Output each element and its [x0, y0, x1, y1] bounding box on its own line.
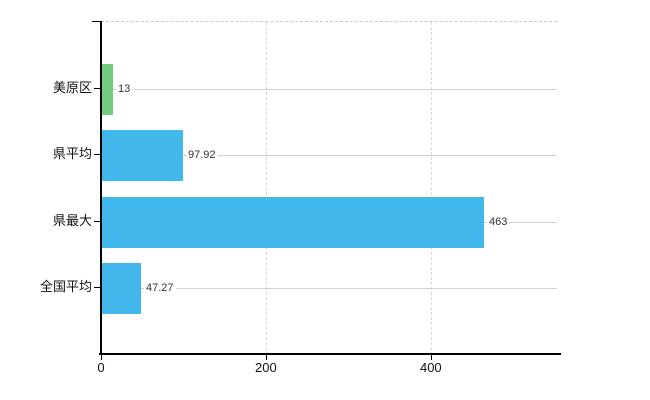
- row-gridline: [101, 155, 557, 156]
- vertical-gridline: [265, 22, 267, 355]
- x-axis-tick: [265, 355, 267, 360]
- category-label: 美原区: [52, 80, 92, 95]
- plot-area: 13 97.92 463 47.27: [101, 21, 557, 355]
- row-gridline: [101, 89, 557, 90]
- x-axis-tick-label: 400: [419, 360, 442, 375]
- x-axis-tick: [430, 355, 432, 360]
- category-label: 全国平均: [39, 279, 92, 294]
- category-label: 県最大: [52, 213, 92, 228]
- bar-value-label: 13: [116, 82, 133, 96]
- y-axis-tick: [94, 221, 100, 222]
- row-gridline: [101, 288, 557, 289]
- y-axis-line: [100, 21, 102, 354]
- category-label: 県平均: [52, 146, 92, 161]
- bar-value-label: 97.92: [186, 148, 218, 162]
- bar-全国平均: [102, 263, 141, 314]
- x-axis-tick: [101, 355, 102, 360]
- bar-美原区: [102, 64, 113, 115]
- y-axis-tick: [94, 88, 100, 89]
- y-axis-tick: [94, 154, 100, 155]
- y-axis-tick: [94, 287, 100, 288]
- vertical-gridline: [430, 22, 432, 355]
- x-axis-tick-label: 0: [97, 360, 105, 375]
- x-axis-line: [99, 353, 561, 355]
- bar-県平均: [102, 130, 183, 181]
- bar-value-label: 47.27: [144, 281, 176, 295]
- bar-県最大: [102, 197, 484, 248]
- y-axis-top-tick: [92, 21, 101, 22]
- bar-value-label: 463: [487, 215, 510, 229]
- x-axis-tick-label: 200: [255, 360, 277, 375]
